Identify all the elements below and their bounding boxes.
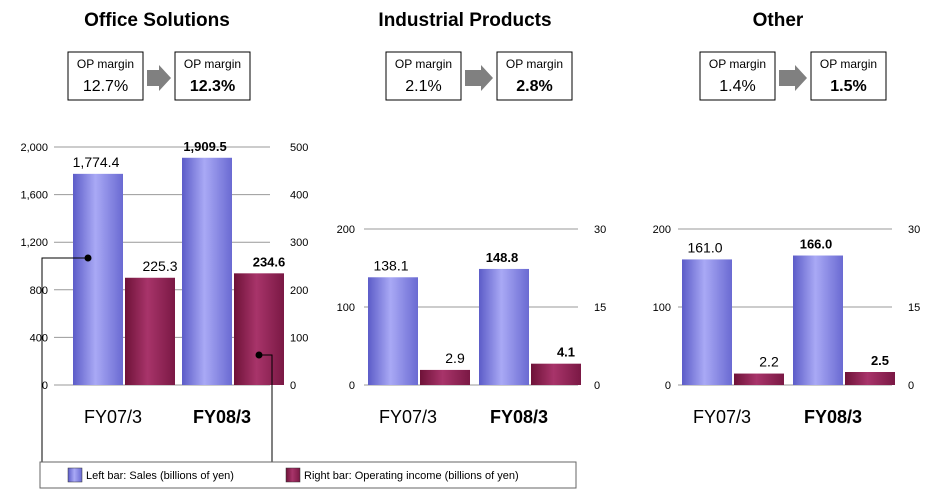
x-axis-category: FY08/3 [490, 407, 548, 427]
right-axis-tick: 500 [290, 142, 308, 154]
chart-panel: Office Solutions OP margin 12.7% OP margin 1… [20, 10, 308, 471]
legend-label-sales: Left bar: Sales (billions of yen) [86, 470, 234, 482]
legend-label-income: Right bar: Operating income (billions of… [304, 470, 519, 482]
callout-dot-income [255, 351, 263, 359]
x-axis-category: FY07/3 [379, 407, 437, 427]
right-axis-tick: 0 [908, 380, 914, 392]
op-margin-prior-value: 1.4% [719, 78, 755, 95]
x-axis-category: FY07/3 [84, 407, 142, 427]
right-axis-tick: 15 [594, 302, 606, 314]
callout-dot-sales [84, 254, 92, 262]
x-axis-category: FY07/3 [693, 407, 751, 427]
bar-operating-income [734, 373, 784, 385]
chart-title: Other [753, 10, 804, 31]
bar-sales [682, 259, 732, 385]
legend-swatch-income [285, 467, 301, 483]
bar-sales [793, 255, 843, 385]
data-label-sales: 161.0 [687, 239, 722, 255]
chart-panel: Other OP margin 1.4% OP margin 1.5% 0 100 200 0 1… [653, 10, 921, 427]
left-axis-tick: 1,600 [20, 190, 48, 202]
bar-sales [73, 173, 123, 385]
right-axis-tick: 300 [290, 237, 308, 249]
chart-panel: Industrial Products OP margin 2.1% OP margi… [337, 10, 607, 427]
left-axis-tick: 100 [337, 302, 355, 314]
right-axis-tick: 400 [290, 190, 308, 202]
op-margin-current-label: OP margin [506, 57, 563, 71]
data-label-sales: 148.8 [486, 250, 519, 265]
op-margin-prior-box [67, 51, 144, 101]
data-label-operating-income: 2.5 [871, 353, 889, 368]
right-axis-tick: 100 [290, 332, 308, 344]
bar-operating-income [420, 369, 470, 385]
data-label-operating-income: 4.1 [557, 345, 575, 360]
data-label-operating-income: 225.3 [142, 258, 177, 274]
bar-operating-income [125, 277, 175, 385]
op-margin-prior-label: OP margin [395, 57, 452, 71]
op-margin-current-box [810, 51, 887, 101]
arrow-icon [147, 65, 171, 91]
data-label-operating-income: 2.2 [759, 354, 779, 370]
right-axis-tick: 0 [290, 380, 296, 392]
bar-sales [368, 277, 418, 385]
bar-operating-income [234, 273, 284, 385]
right-axis-tick: 15 [908, 302, 920, 314]
op-margin-current-label: OP margin [184, 57, 241, 71]
op-margin-current-box [496, 51, 573, 101]
op-margin-prior-box [699, 51, 776, 101]
bar-sales [182, 157, 232, 385]
op-margin-current-box [174, 51, 251, 101]
op-margin-current-label: OP margin [820, 57, 877, 71]
bar-operating-income [531, 363, 581, 385]
x-axis-category: FY08/3 [193, 407, 251, 427]
right-axis-tick: 0 [594, 380, 600, 392]
left-axis-tick: 0 [665, 380, 671, 392]
op-margin-current-value: 12.3% [190, 78, 235, 95]
arrow-icon [779, 65, 807, 91]
data-label-operating-income: 2.9 [445, 350, 465, 366]
data-label-sales: 1,774.4 [73, 154, 120, 170]
left-axis-tick: 1,200 [20, 237, 48, 249]
legend: Left bar: Sales (billions of yen) Right … [39, 461, 577, 489]
chart-title: Industrial Products [378, 10, 551, 31]
left-axis-tick: 2,000 [20, 142, 48, 154]
chart-title: Office Solutions [84, 10, 230, 31]
op-margin-prior-value: 2.1% [405, 78, 441, 95]
legend-frame [39, 461, 577, 489]
right-axis-tick: 30 [908, 224, 920, 236]
left-axis-tick: 0 [349, 380, 355, 392]
right-axis-tick: 30 [594, 224, 606, 236]
op-margin-current-value: 1.5% [830, 78, 866, 95]
data-label-sales: 166.0 [800, 237, 833, 252]
left-axis-tick: 200 [653, 224, 671, 236]
op-margin-prior-label: OP margin [709, 57, 766, 71]
bar-operating-income [845, 372, 895, 385]
left-axis-tick: 400 [30, 332, 48, 344]
arrow-icon [465, 65, 493, 91]
x-axis-category: FY08/3 [804, 407, 862, 427]
data-label-sales: 138.1 [373, 257, 408, 273]
right-axis-tick: 200 [290, 285, 308, 297]
left-axis-tick: 200 [337, 224, 355, 236]
left-axis-tick: 800 [30, 285, 48, 297]
data-label-operating-income: 234.6 [253, 254, 286, 269]
op-margin-prior-label: OP margin [77, 57, 134, 71]
op-margin-prior-box [385, 51, 462, 101]
left-axis-tick: 100 [653, 302, 671, 314]
op-margin-current-value: 2.8% [516, 78, 552, 95]
op-margin-prior-value: 12.7% [83, 78, 128, 95]
legend-swatch-sales [67, 467, 83, 483]
bar-sales [479, 268, 529, 385]
left-axis-tick: 0 [42, 380, 48, 392]
data-label-sales: 1,909.5 [183, 139, 226, 154]
